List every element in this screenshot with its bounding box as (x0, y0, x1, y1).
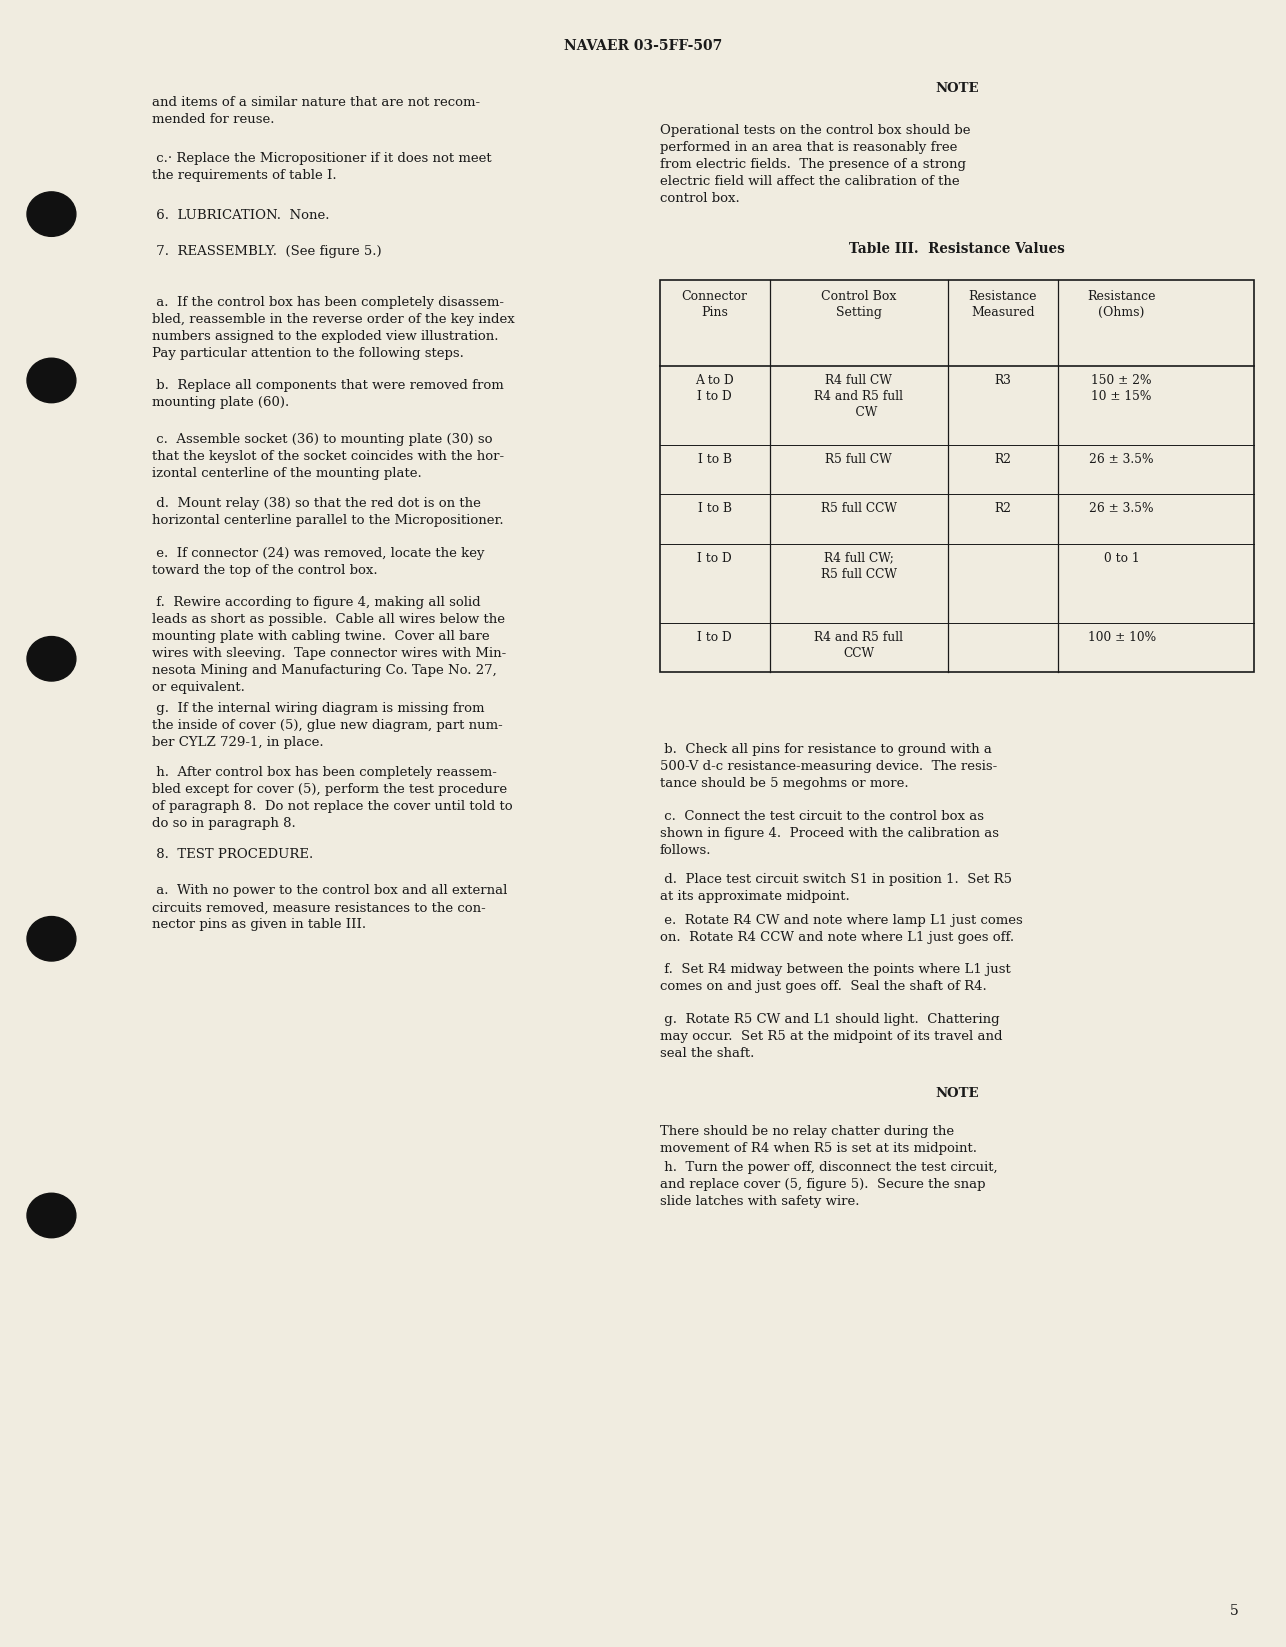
Text: a.  With no power to the control box and all external
circuits removed, measure : a. With no power to the control box and … (152, 884, 507, 932)
Text: I to D: I to D (697, 552, 732, 565)
Bar (660, 280, 1254, 672)
Text: Control Box
Setting: Control Box Setting (820, 290, 896, 320)
Text: h.  Turn the power off, disconnect the test circuit,
and replace cover (5, figur: h. Turn the power off, disconnect the te… (660, 1161, 998, 1209)
Text: d.  Place test circuit switch S1 in position 1.  Set R5
at its approximate midpo: d. Place test circuit switch S1 in posit… (660, 873, 1012, 903)
Text: g.  If the internal wiring diagram is missing from
the inside of cover (5), glue: g. If the internal wiring diagram is mis… (152, 702, 503, 749)
Text: Operational tests on the control box should be
performed in an area that is reas: Operational tests on the control box sho… (660, 124, 970, 204)
Text: Resistance
Measured: Resistance Measured (968, 290, 1037, 320)
Text: R4 full CW
R4 and R5 full
    CW: R4 full CW R4 and R5 full CW (814, 374, 903, 418)
Text: R3: R3 (994, 374, 1011, 387)
Text: h.  After control box has been completely reassem-
bled except for cover (5), pe: h. After control box has been completely… (152, 766, 512, 830)
Text: a.  If the control box has been completely disassem-
bled, reassemble in the rev: a. If the control box has been completel… (152, 296, 514, 361)
Text: 26 ± 3.5%: 26 ± 3.5% (1089, 502, 1154, 516)
Ellipse shape (27, 1192, 76, 1239)
Ellipse shape (27, 916, 76, 960)
Text: 6.  LUBRICATION.  None.: 6. LUBRICATION. None. (152, 209, 329, 222)
Text: I to D: I to D (697, 631, 732, 644)
Text: f.  Rewire according to figure 4, making all solid
leads as short as possible.  : f. Rewire according to figure 4, making … (152, 596, 505, 695)
Text: 0 to 1: 0 to 1 (1103, 552, 1139, 565)
Text: and items of a similar nature that are not recom-
mended for reuse.: and items of a similar nature that are n… (152, 96, 480, 125)
Text: R5 full CW: R5 full CW (826, 453, 892, 466)
Text: c.  Connect the test circuit to the control box as
shown in figure 4.  Proceed w: c. Connect the test circuit to the contr… (660, 810, 999, 858)
Text: 150 ± 2%
10 ± 15%: 150 ± 2% 10 ± 15% (1092, 374, 1152, 404)
Ellipse shape (27, 636, 76, 682)
Text: R4 full CW;
R5 full CCW: R4 full CW; R5 full CCW (820, 552, 896, 581)
Text: There should be no relay chatter during the
movement of R4 when R5 is set at its: There should be no relay chatter during … (660, 1125, 977, 1155)
Text: Resistance
(Ohms): Resistance (Ohms) (1088, 290, 1156, 320)
Text: c.  Assemble socket (36) to mounting plate (30) so
that the keyslot of the socke: c. Assemble socket (36) to mounting plat… (152, 433, 504, 481)
Text: NOTE: NOTE (935, 82, 979, 96)
Text: 5: 5 (1231, 1604, 1238, 1617)
Text: R2: R2 (994, 502, 1011, 516)
Text: d.  Mount relay (38) so that the red dot is on the
horizontal centerline paralle: d. Mount relay (38) so that the red dot … (152, 497, 503, 527)
Text: Connector
Pins: Connector Pins (682, 290, 747, 320)
Text: NOTE: NOTE (935, 1087, 979, 1100)
Text: b.  Replace all components that were removed from
mounting plate (60).: b. Replace all components that were remo… (152, 379, 504, 408)
Text: R5 full CCW: R5 full CCW (820, 502, 896, 516)
Text: b.  Check all pins for resistance to ground with a
500-V d-c resistance-measurin: b. Check all pins for resistance to grou… (660, 743, 997, 791)
Text: 8.  TEST PROCEDURE.: 8. TEST PROCEDURE. (152, 848, 312, 861)
Text: 26 ± 3.5%: 26 ± 3.5% (1089, 453, 1154, 466)
Text: R4 and R5 full
CCW: R4 and R5 full CCW (814, 631, 903, 660)
Text: I to B: I to B (698, 453, 732, 466)
Text: A to D
I to D: A to D I to D (696, 374, 734, 404)
Text: I to B: I to B (698, 502, 732, 516)
Text: 7.  REASSEMBLY.  (See figure 5.): 7. REASSEMBLY. (See figure 5.) (152, 245, 382, 259)
Ellipse shape (27, 357, 76, 402)
Ellipse shape (27, 191, 76, 237)
Text: R2: R2 (994, 453, 1011, 466)
Text: e.  Rotate R4 CW and note where lamp L1 just comes
on.  Rotate R4 CCW and note w: e. Rotate R4 CW and note where lamp L1 j… (660, 914, 1022, 944)
Text: 100 ± 10%: 100 ± 10% (1088, 631, 1156, 644)
Text: Table III.  Resistance Values: Table III. Resistance Values (849, 242, 1065, 257)
Text: c.· Replace the Micropositioner if it does not meet
the requirements of table I.: c.· Replace the Micropositioner if it do… (152, 152, 491, 181)
Text: g.  Rotate R5 CW and L1 should light.  Chattering
may occur.  Set R5 at the midp: g. Rotate R5 CW and L1 should light. Cha… (660, 1013, 1002, 1061)
Text: f.  Set R4 midway between the points where L1 just
comes on and just goes off.  : f. Set R4 midway between the points wher… (660, 963, 1011, 993)
Text: NAVAER 03-5FF-507: NAVAER 03-5FF-507 (563, 40, 723, 53)
Text: e.  If connector (24) was removed, locate the key
toward the top of the control : e. If connector (24) was removed, locate… (152, 547, 485, 576)
